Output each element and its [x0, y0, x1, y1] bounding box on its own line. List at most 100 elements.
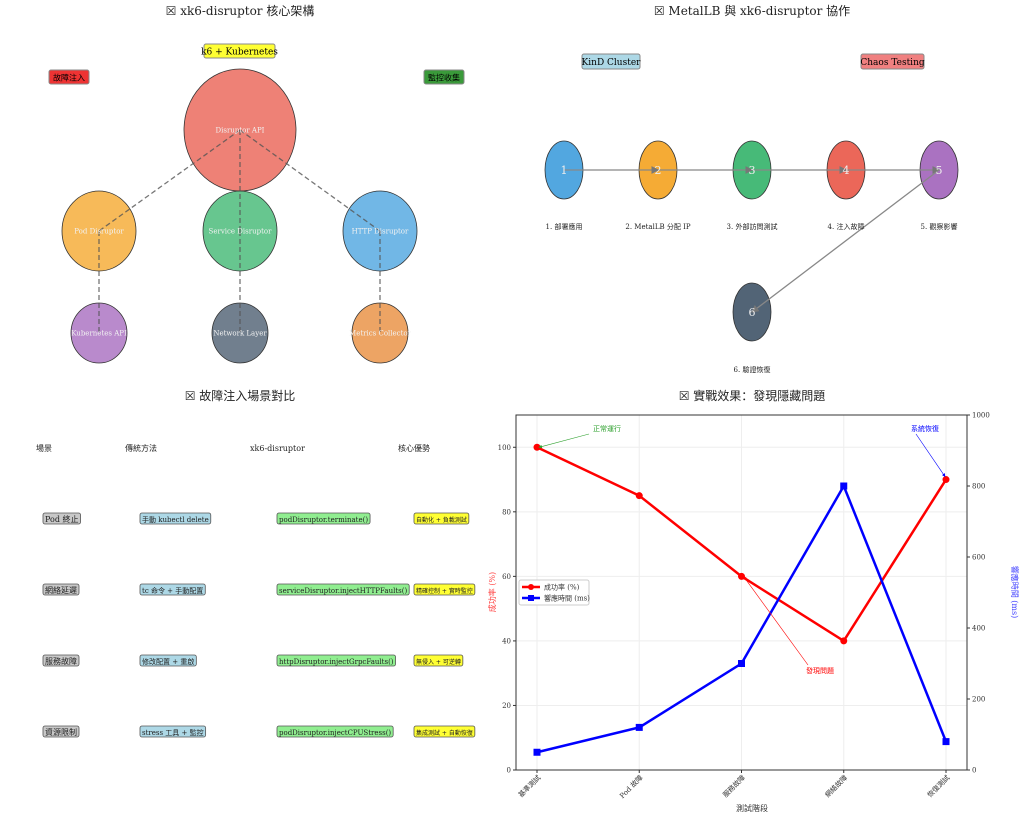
cell-box [42, 583, 80, 596]
svg-text:監控收集: 監控收集 [428, 73, 460, 83]
table-row: 網絡延遲 tc 命令 + 手動配置 serviceDisruptor.injectH… [42, 583, 476, 596]
tag-kind-cluster: KinD Cluster [581, 53, 642, 70]
comparison-panel: ☒ 故障注入場景對比 場景 傳統方法 xk6-disruptor 核心優勢 Pod 終止… [36, 388, 476, 738]
architecture-title: ☒ xk6-disruptor 核心架構 [166, 4, 315, 18]
x-tick-label: 基準測試 [516, 773, 542, 799]
step-number: 2 [655, 164, 662, 177]
table-cell: 精確控制 + 實時監控 [416, 587, 473, 595]
table-cell: serviceDisruptor.injectHTTPFaults() [279, 587, 407, 595]
data-point [942, 476, 950, 484]
table-row: 資源限制 stress 工具 + 監控 podDisruptor.injectCPU… [42, 725, 476, 738]
node-label-disruptor-api: Disruptor API [216, 127, 265, 135]
plot-frame [515, 414, 968, 771]
cell-box [139, 654, 197, 667]
table-cell: tc 命令 + 手動配置 [142, 586, 203, 595]
y-right-axis-label: 響應時間 (ms) [1010, 566, 1020, 618]
table-cell: 集成測試 + 自動恢復 [416, 729, 473, 737]
cell-box [413, 583, 476, 596]
step-number: 4 [843, 164, 850, 177]
svg-text:Chaos Testing: Chaos Testing [860, 58, 924, 68]
data-point [738, 660, 745, 667]
table-cell: 資源限制 [45, 727, 77, 737]
step-number: 5 [936, 164, 943, 177]
cell-box [42, 654, 80, 667]
column-header: xk6-disruptor [250, 444, 305, 453]
annotation-arrow [915, 433, 946, 478]
annotation-arrow [743, 575, 809, 666]
architecture-connections [98, 129, 381, 333]
tag-chaos-testing: Chaos Testing [860, 53, 925, 70]
chart-title: ☒ 實戰效果：發現隱藏問題 [679, 388, 826, 403]
table-row: Pod 終止 手動 kubectl delete podDisruptor.term… [42, 512, 470, 525]
workflow-title: ☒ MetalLB 與 xk6-disruptor 協作 [654, 3, 850, 18]
y-right-tick-label: 800 [972, 483, 985, 491]
workflow-panel: ☒ MetalLB 與 xk6-disruptor 協作 KinD Cluste… [544, 3, 959, 374]
svg-text:KinD Cluster: KinD Cluster [582, 58, 642, 68]
y-axis-label: 成功率 (%) [487, 572, 497, 612]
y-right-tick-label: 200 [972, 696, 985, 704]
legend-marker [528, 595, 534, 601]
cell-box [413, 654, 464, 667]
y-tick-label: 80 [502, 508, 511, 516]
annotation-text: 系統恢復 [911, 424, 939, 433]
node-label-service-disruptor: Service Disruptor [209, 228, 273, 236]
y-right-tick-label: 400 [972, 625, 985, 633]
table-cell: httpDisruptor.injectGrpcFaults() [279, 658, 394, 666]
table-row: 服務故障 修改配置 + 重啟 httpDisruptor.injectGrpcFau… [42, 654, 464, 667]
table-cell: Pod 終止 [45, 514, 79, 524]
y-right-tick-label: 600 [972, 554, 985, 562]
y-tick-label: 0 [507, 767, 511, 775]
y-right-tick-label: 0 [972, 767, 976, 775]
y-tick-label: 40 [502, 637, 511, 645]
cell-box [276, 725, 394, 738]
cell-box [276, 583, 410, 596]
cell-box [413, 512, 470, 525]
table-cell: 服務故障 [45, 656, 77, 666]
legend-label: 成功率 (%) [544, 583, 580, 592]
node-label-http-disruptor: HTTP Disruptor [352, 228, 409, 236]
cell-box [413, 725, 476, 738]
table-cell: 網絡延遲 [45, 585, 77, 595]
x-axis-label: 測試階段 [736, 803, 768, 813]
data-point [635, 492, 643, 500]
annotation-arrow [538, 433, 590, 449]
x-tick-label: Pod 故障 [618, 773, 645, 800]
tag-fault-injection: 故障注入 [48, 69, 90, 85]
table-cell: stress 工具 + 監控 [142, 728, 204, 737]
tag-k6-kubernetes: k6 + Kubernetes [201, 43, 278, 59]
y-tick-label: 60 [502, 573, 511, 581]
annotation-text: 正常運行 [593, 424, 621, 433]
table-cell: podDisruptor.injectCPUStress() [279, 729, 391, 737]
step-number: 6 [749, 306, 756, 319]
annotation-text: 發現問題 [806, 666, 834, 675]
results-chart: ☒ 實戰效果：發現隱藏問題 0 20 40 60 80 100 基準測試 Pod 故障 服務故障… [487, 388, 1020, 813]
table-cell: 自動化 + 負載測試 [416, 516, 467, 524]
step-label: 5. 觀察影響 [921, 222, 958, 231]
data-point [738, 572, 745, 580]
table-cell: podDisruptor.terminate() [279, 516, 368, 524]
x-tick-label: 服務故障 [721, 773, 747, 799]
y-tick-label: 100 [498, 444, 511, 452]
comparison-title: ☒ 故障注入場景對比 [185, 388, 296, 403]
column-header: 傳統方法 [125, 443, 157, 453]
y-right-tick-label: 1000 [972, 412, 990, 420]
node-label-kubernetes-api: Kubernetes API [71, 330, 127, 338]
data-point [840, 637, 848, 645]
cell-box [139, 725, 207, 738]
table-cell: 手動 kubectl delete [142, 515, 209, 524]
cell-box [42, 512, 81, 525]
step-label: 4. 注入故障 [828, 222, 865, 231]
legend-marker [528, 584, 534, 590]
table-cell: 修改配置 + 重啟 [142, 657, 194, 666]
node-label-metrics-collector: Metrics Collector [349, 330, 412, 338]
legend-label: 響應時間 (ms) [544, 594, 590, 603]
data-point [533, 748, 541, 756]
cell-box [276, 654, 396, 667]
x-tick-label: 網絡故障 [823, 773, 849, 799]
cell-box [42, 725, 80, 738]
svg-text:故障注入: 故障注入 [53, 73, 85, 83]
step-arrow [750, 169, 940, 313]
step-label: 2. MetalLB 分配 IP [625, 222, 690, 231]
architecture-panel: ☒ xk6-disruptor 核心架構 k6 + Kubernetes 故障注… [48, 4, 465, 364]
